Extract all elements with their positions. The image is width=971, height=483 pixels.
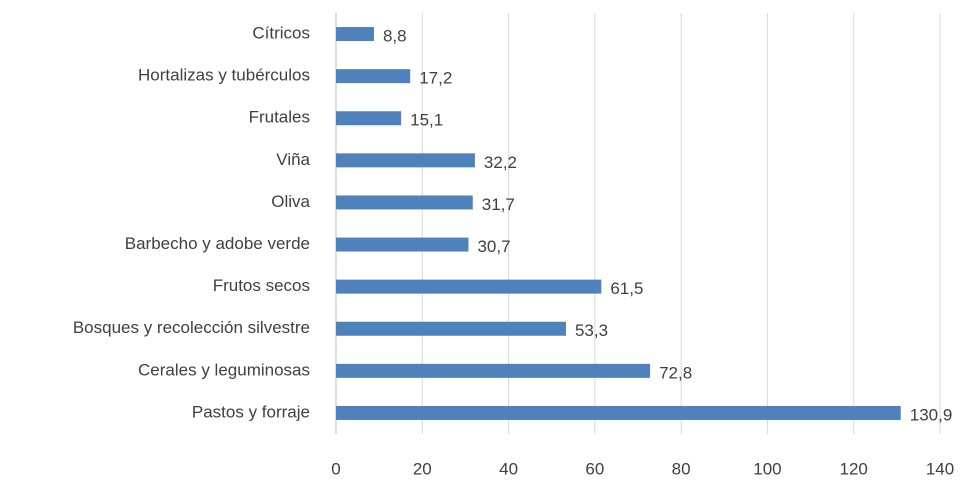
y-tick-label: Pastos y forraje bbox=[192, 402, 310, 421]
bar bbox=[336, 321, 566, 336]
bar bbox=[336, 69, 411, 84]
y-tick-label: Hortalizas y tubérculos bbox=[138, 66, 310, 85]
value-label: 8,8 bbox=[383, 27, 407, 46]
bar bbox=[336, 279, 602, 294]
value-label: 17,2 bbox=[419, 69, 452, 88]
y-tick-label: Viña bbox=[276, 150, 310, 169]
y-tick-label: Frutales bbox=[249, 108, 310, 127]
y-tick-label: Bosques y recolección silvestre bbox=[73, 318, 310, 337]
x-tick-label: 0 bbox=[331, 459, 340, 478]
bar bbox=[336, 111, 402, 126]
x-tick-label: 140 bbox=[926, 459, 954, 478]
x-tick-label: 40 bbox=[499, 459, 518, 478]
y-tick-label: Frutos secos bbox=[213, 276, 310, 295]
value-label: 53,3 bbox=[575, 321, 608, 340]
bar bbox=[336, 405, 901, 420]
x-tick-label: 60 bbox=[585, 459, 604, 478]
bar bbox=[336, 237, 469, 252]
y-tick-label: Oliva bbox=[271, 192, 310, 211]
bar bbox=[336, 363, 651, 378]
x-tick-label: 80 bbox=[672, 459, 691, 478]
value-label: 61,5 bbox=[610, 279, 643, 298]
y-tick-label: Cítricos bbox=[252, 24, 310, 43]
value-label: 72,8 bbox=[659, 363, 692, 382]
x-tick-label: 120 bbox=[840, 459, 868, 478]
y-tick-label: Barbecho y adobe verde bbox=[125, 234, 310, 253]
value-label: 32,2 bbox=[484, 153, 517, 172]
value-label: 130,9 bbox=[910, 405, 953, 424]
x-tick-label: 100 bbox=[753, 459, 781, 478]
value-label: 15,1 bbox=[410, 111, 443, 130]
value-label: 31,7 bbox=[482, 195, 515, 214]
bar bbox=[336, 195, 473, 210]
bar bbox=[336, 153, 475, 168]
y-tick-label: Cerales y leguminosas bbox=[138, 360, 310, 379]
bar bbox=[336, 27, 374, 42]
value-label: 30,7 bbox=[477, 237, 510, 256]
x-tick-label: 20 bbox=[413, 459, 432, 478]
